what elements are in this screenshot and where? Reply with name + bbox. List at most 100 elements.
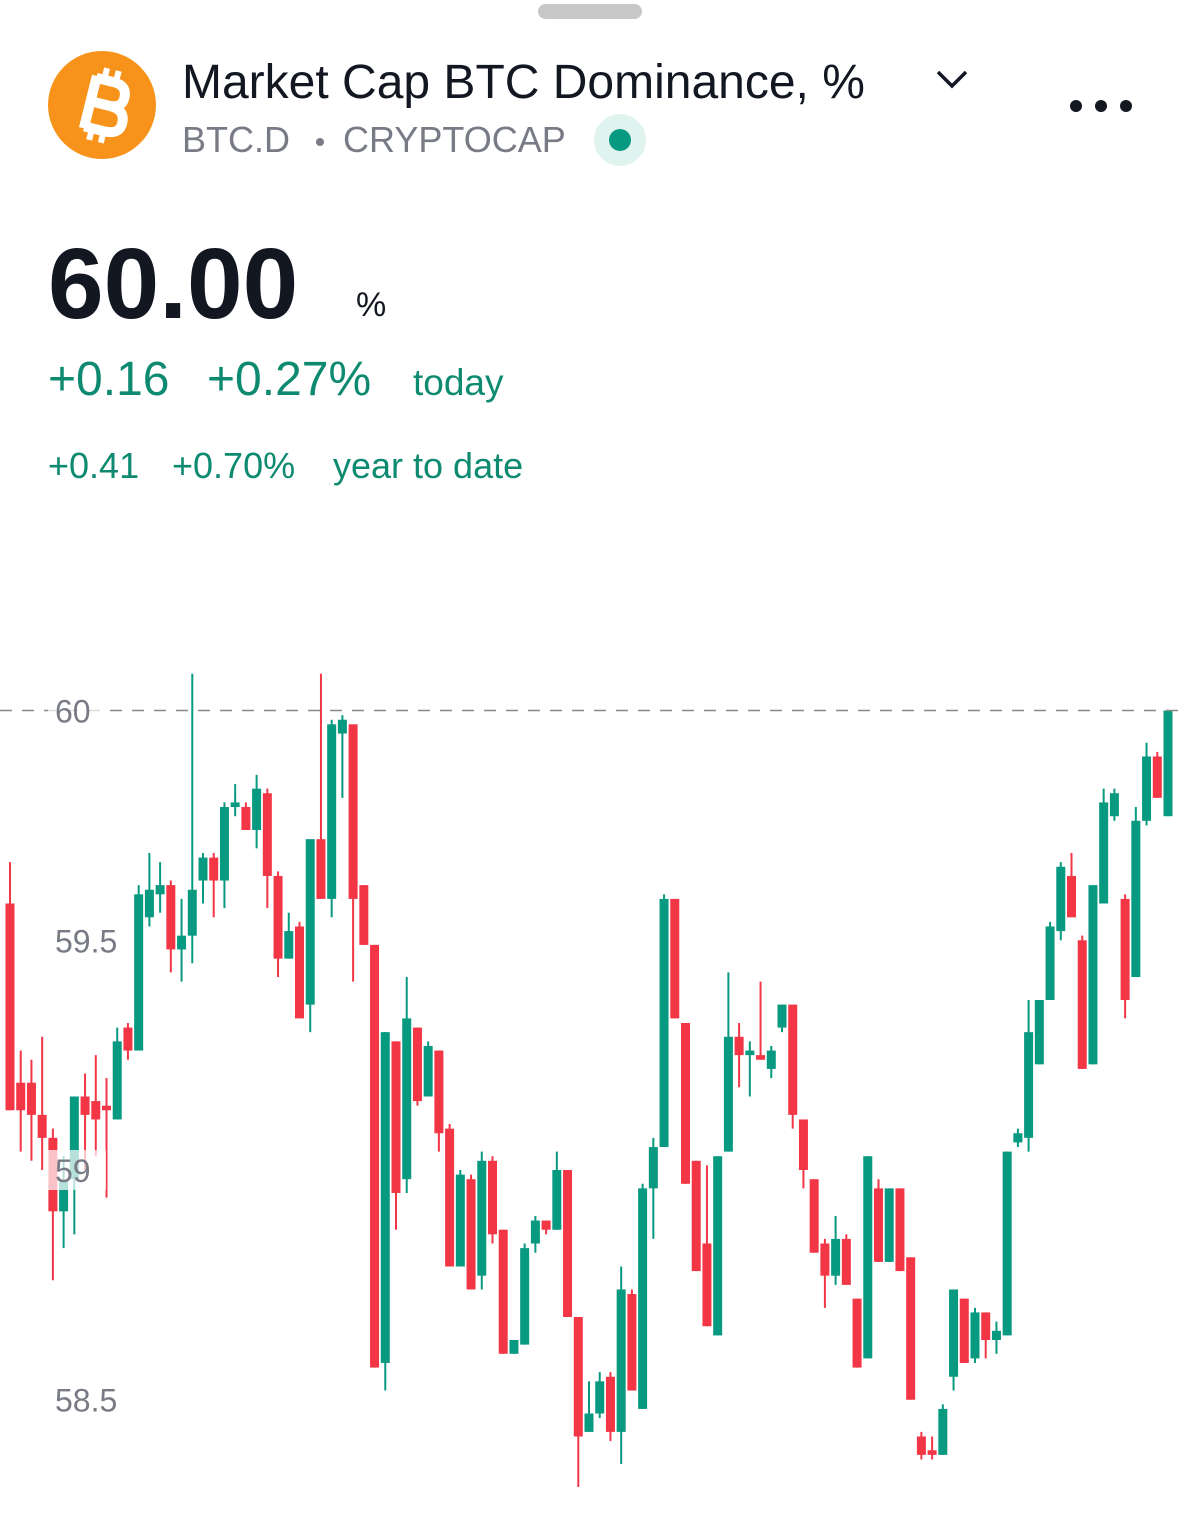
y-tick-label: 58.5 xyxy=(55,1383,117,1419)
candle-body xyxy=(252,788,262,830)
candle-body xyxy=(1002,1151,1012,1336)
symbol-title[interactable]: Market Cap BTC Dominance, % xyxy=(182,56,865,109)
candle-body xyxy=(1120,898,1130,1000)
candle-body xyxy=(241,807,251,830)
y-tick-label: 59.5 xyxy=(55,923,117,959)
candle-body xyxy=(895,1188,905,1272)
candle-body xyxy=(584,1413,594,1432)
candle-body xyxy=(295,926,304,1019)
candle-body xyxy=(670,898,680,1019)
candle-body xyxy=(1088,885,1098,1065)
y-tick-label-bg xyxy=(48,1379,106,1420)
candle-body xyxy=(498,1229,508,1354)
candle-body xyxy=(648,1147,658,1189)
candle-body xyxy=(423,1045,433,1097)
candle-body xyxy=(970,1312,980,1359)
candle-body xyxy=(798,1119,808,1170)
candle-body xyxy=(59,1179,69,1212)
candle-body xyxy=(262,793,272,876)
candle-body xyxy=(359,885,369,945)
candle-body xyxy=(852,1298,862,1368)
candle-body xyxy=(26,1082,36,1115)
candle-body xyxy=(1024,1032,1034,1138)
price: 60.00 xyxy=(48,228,298,340)
y-tick-label: 60 xyxy=(55,694,91,730)
candle-body xyxy=(563,1170,573,1318)
candle-body xyxy=(155,885,165,895)
candle-body xyxy=(273,875,283,959)
drag-handle[interactable] xyxy=(538,4,642,19)
y-tick-label: 59 xyxy=(55,1153,91,1189)
candle-body xyxy=(91,1101,101,1120)
y-tick-label-bg xyxy=(48,920,106,961)
candle-body xyxy=(541,1220,551,1230)
candle-body xyxy=(520,1248,530,1345)
candle-body xyxy=(391,1041,401,1193)
candle-body xyxy=(187,889,197,936)
y-tick-label-bg xyxy=(48,690,106,731)
candle-body xyxy=(316,839,326,899)
candle-body xyxy=(37,1114,47,1138)
y-tick-label-bg xyxy=(48,1150,106,1190)
candle-body xyxy=(734,1036,744,1056)
candle-body xyxy=(681,1022,690,1184)
logo xyxy=(48,51,156,159)
candle-body xyxy=(659,898,669,1148)
candle-body xyxy=(1099,802,1109,904)
candle-body xyxy=(627,1294,637,1391)
candle-body xyxy=(1013,1133,1023,1143)
change-period: today xyxy=(413,362,504,403)
candle-body xyxy=(841,1238,851,1285)
market-status[interactable] xyxy=(609,129,631,151)
more-menu[interactable] xyxy=(1070,100,1132,112)
candle-body xyxy=(80,1096,90,1115)
candle-body xyxy=(949,1289,959,1377)
candle-body xyxy=(1045,926,1055,1000)
candle-body xyxy=(573,1317,583,1437)
candle-body xyxy=(466,1179,476,1290)
candle-body xyxy=(112,1041,122,1120)
candle-body xyxy=(1077,940,1087,1069)
candle-body xyxy=(102,1105,111,1111)
candle-body xyxy=(445,1128,455,1267)
candle-body xyxy=(605,1376,615,1432)
candle-body xyxy=(327,724,337,899)
candle-body xyxy=(134,894,144,1051)
title-dropdown[interactable] xyxy=(936,70,968,89)
candle-body xyxy=(337,719,347,734)
candle-body xyxy=(595,1381,605,1414)
candle-body xyxy=(1034,1000,1044,1065)
ytd-period: year to date xyxy=(333,445,523,486)
candle-body xyxy=(638,1188,648,1409)
candle-body xyxy=(820,1243,830,1276)
candle-body xyxy=(230,802,240,808)
candle-body xyxy=(981,1312,991,1340)
chart[interactable]: 58.5 59 59.5 60 xyxy=(0,673,1179,1488)
candle-body xyxy=(305,839,315,1005)
ytd-percent: +0.70% xyxy=(172,445,295,486)
candle-body xyxy=(756,1055,766,1060)
candle-body xyxy=(16,1082,26,1111)
candle-body xyxy=(177,935,187,950)
candle-body xyxy=(209,857,219,881)
price-unit: % xyxy=(356,286,386,324)
candle-body xyxy=(488,1160,497,1235)
candle-body xyxy=(1163,710,1173,817)
candle-body xyxy=(477,1160,487,1276)
candle-body xyxy=(5,903,15,1111)
candle-body xyxy=(713,1156,723,1336)
candle-body xyxy=(916,1436,926,1455)
candle-body xyxy=(863,1156,873,1359)
candle-body xyxy=(927,1450,937,1455)
candle-body xyxy=(198,857,208,881)
candle-body xyxy=(1109,793,1119,817)
candle-body xyxy=(219,807,229,881)
candle-body xyxy=(884,1188,894,1262)
ytd-change: +0.41 xyxy=(48,445,139,486)
candle-body xyxy=(809,1179,819,1253)
candle-body xyxy=(530,1220,540,1244)
candle-body xyxy=(777,1004,787,1028)
candle-body xyxy=(959,1298,969,1363)
